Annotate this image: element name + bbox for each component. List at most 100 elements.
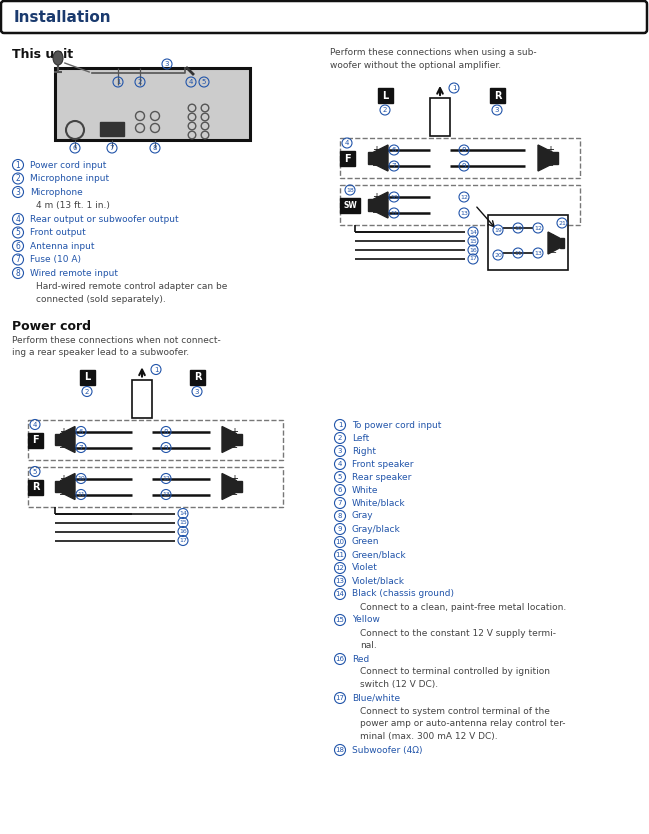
Text: F: F bbox=[344, 153, 351, 163]
Text: 16: 16 bbox=[469, 248, 477, 253]
Text: Yellow: Yellow bbox=[352, 615, 380, 625]
Text: R: R bbox=[194, 372, 201, 382]
Bar bbox=[340, 198, 360, 213]
Text: Gray: Gray bbox=[352, 511, 374, 520]
Text: Red: Red bbox=[352, 655, 369, 664]
Text: 7: 7 bbox=[110, 145, 114, 151]
Text: +: + bbox=[372, 145, 380, 155]
Text: 4: 4 bbox=[16, 214, 20, 224]
Text: Connect to system control terminal of the: Connect to system control terminal of th… bbox=[360, 706, 550, 716]
Text: Subwoofer (4Ω): Subwoofer (4Ω) bbox=[352, 746, 422, 755]
Text: −: − bbox=[59, 490, 67, 500]
Text: +: + bbox=[372, 192, 380, 202]
Text: Connect to a clean, paint-free metal location.: Connect to a clean, paint-free metal loc… bbox=[360, 602, 566, 611]
Bar bbox=[340, 151, 355, 166]
Text: 1: 1 bbox=[337, 422, 342, 428]
Bar bbox=[28, 420, 283, 460]
Text: 2: 2 bbox=[383, 107, 387, 113]
Text: 3: 3 bbox=[165, 61, 169, 67]
Text: Green: Green bbox=[352, 537, 380, 546]
Polygon shape bbox=[222, 474, 236, 500]
Text: Blue/white: Blue/white bbox=[352, 694, 400, 702]
Bar bbox=[132, 379, 152, 418]
Text: 3: 3 bbox=[16, 188, 20, 197]
Bar bbox=[190, 369, 205, 384]
Text: 8: 8 bbox=[16, 269, 20, 278]
Polygon shape bbox=[222, 426, 236, 453]
Text: 9: 9 bbox=[337, 526, 342, 532]
Text: Violet/black: Violet/black bbox=[352, 576, 405, 585]
Bar bbox=[340, 138, 580, 178]
Text: 6: 6 bbox=[73, 145, 77, 151]
Text: 13: 13 bbox=[534, 250, 542, 255]
Text: Microphone: Microphone bbox=[30, 188, 83, 197]
Text: +: + bbox=[550, 233, 556, 242]
Text: 3: 3 bbox=[337, 448, 342, 454]
Text: 6: 6 bbox=[79, 429, 83, 435]
Text: 20: 20 bbox=[494, 253, 502, 258]
Text: 10: 10 bbox=[77, 476, 85, 481]
Text: Connect to terminal controlled by ignition: Connect to terminal controlled by igniti… bbox=[360, 667, 550, 676]
Text: −: − bbox=[59, 443, 67, 453]
Text: +: + bbox=[59, 426, 67, 436]
Text: 7: 7 bbox=[79, 445, 83, 450]
Text: This unit: This unit bbox=[12, 48, 73, 61]
Bar bbox=[340, 185, 580, 225]
Bar bbox=[490, 88, 505, 103]
Text: Microphone input: Microphone input bbox=[30, 174, 109, 183]
Text: 16: 16 bbox=[336, 656, 345, 662]
Text: Power cord input: Power cord input bbox=[30, 160, 106, 169]
Text: 1: 1 bbox=[452, 85, 456, 91]
Text: L: L bbox=[382, 91, 389, 101]
Text: 6: 6 bbox=[16, 242, 20, 250]
Ellipse shape bbox=[53, 51, 63, 65]
Bar bbox=[100, 122, 124, 136]
Text: 11: 11 bbox=[77, 492, 85, 497]
Text: Fuse (10 A): Fuse (10 A) bbox=[30, 255, 81, 264]
Text: Rear speaker: Rear speaker bbox=[352, 473, 411, 481]
Text: R: R bbox=[32, 482, 39, 492]
Text: SW: SW bbox=[343, 201, 357, 210]
Text: −: − bbox=[372, 161, 380, 171]
Text: 14: 14 bbox=[469, 229, 477, 234]
Text: Gray/black: Gray/black bbox=[352, 525, 400, 534]
Text: connected (sold separately).: connected (sold separately). bbox=[36, 295, 165, 304]
Text: 2: 2 bbox=[85, 389, 89, 394]
Text: 8: 8 bbox=[461, 147, 466, 153]
Polygon shape bbox=[374, 192, 388, 218]
Text: 9: 9 bbox=[164, 445, 168, 450]
Text: 13: 13 bbox=[460, 210, 468, 215]
Text: Front output: Front output bbox=[30, 228, 86, 237]
Text: +: + bbox=[230, 474, 238, 484]
Text: Hard-wired remote control adapter can be: Hard-wired remote control adapter can be bbox=[36, 282, 227, 291]
Text: Green/black: Green/black bbox=[352, 550, 407, 560]
Text: 1: 1 bbox=[154, 366, 158, 373]
Text: 6: 6 bbox=[337, 487, 342, 493]
Text: L: L bbox=[84, 372, 91, 382]
Text: 19: 19 bbox=[494, 228, 502, 233]
Text: −: − bbox=[550, 249, 556, 258]
Text: To power cord input: To power cord input bbox=[352, 420, 441, 430]
Polygon shape bbox=[548, 232, 559, 254]
Text: Left: Left bbox=[352, 434, 369, 443]
Text: 15: 15 bbox=[469, 239, 477, 244]
Text: 12: 12 bbox=[534, 225, 542, 230]
Bar bbox=[55, 480, 60, 492]
Text: Power cord: Power cord bbox=[12, 319, 91, 333]
Text: 18: 18 bbox=[336, 747, 345, 753]
Text: power amp or auto-antenna relay control ter-: power amp or auto-antenna relay control … bbox=[360, 720, 565, 729]
Text: 18: 18 bbox=[346, 188, 354, 193]
Text: Violet: Violet bbox=[352, 564, 378, 572]
Text: 11: 11 bbox=[336, 552, 345, 558]
Text: 8: 8 bbox=[164, 429, 168, 435]
Polygon shape bbox=[374, 145, 388, 171]
Text: Rear output or subwoofer output: Rear output or subwoofer output bbox=[30, 214, 178, 224]
Text: Perform these connections when using a sub-
woofer without the optional amplifie: Perform these connections when using a s… bbox=[330, 48, 537, 69]
Text: Wired remote input: Wired remote input bbox=[30, 269, 118, 278]
Bar bbox=[368, 152, 374, 163]
Text: −: − bbox=[372, 208, 380, 218]
Text: 10: 10 bbox=[336, 539, 345, 545]
Bar bbox=[236, 480, 242, 492]
Text: 11: 11 bbox=[390, 210, 398, 215]
Text: 3: 3 bbox=[195, 389, 199, 394]
